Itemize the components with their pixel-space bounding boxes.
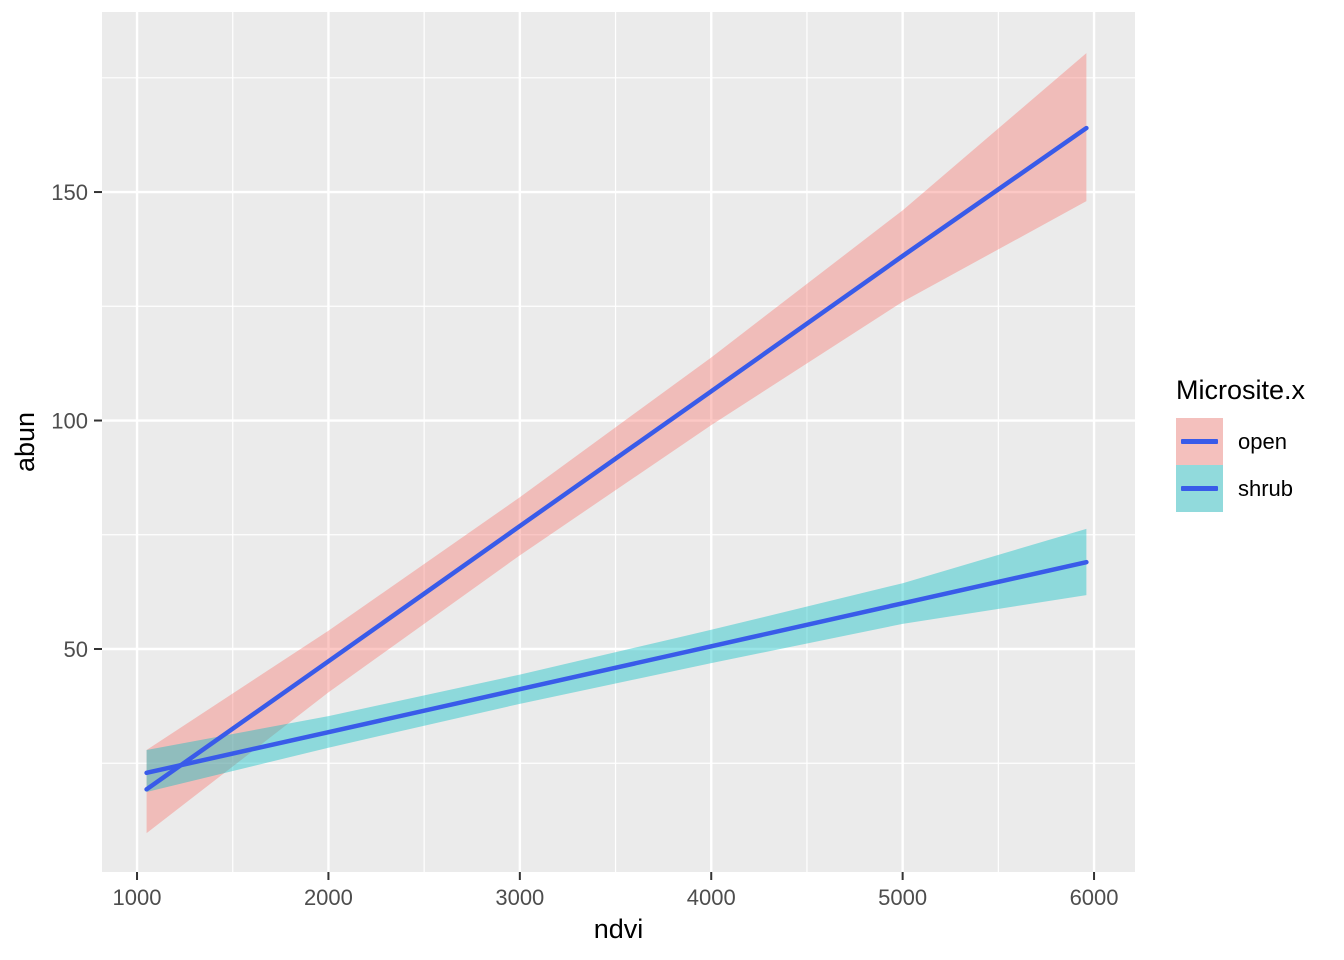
confidence-ribbon-open [146,53,1087,834]
legend-key-shrub-swatch [1176,465,1223,512]
x-axis-tick-label: 5000 [878,885,927,910]
legend-label-shrub: shrub [1238,476,1294,501]
legend-entry-shrub: shrub [1176,465,1305,512]
y-axis-tick-label: 150 [51,180,88,205]
legend-key-open-line-icon [1181,439,1218,444]
legend-key-shrub-line-icon [1181,486,1218,491]
x-axis-title: ndvi [594,914,644,944]
legend-label-open: open [1238,429,1287,454]
smooth-line-shrub [144,559,1089,776]
x-axis-tick-label: 1000 [113,885,162,910]
y-axis-tick-label: 50 [64,637,88,662]
confidence-ribbon-shrub [146,528,1087,793]
legend-entry-open: open [1176,418,1305,465]
y-axis-title: abun [10,412,40,472]
x-axis-tick-label: 3000 [495,885,544,910]
legend: Microsite.x open shrub [1176,374,1305,512]
x-axis-tick-label: 2000 [304,885,353,910]
x-axis-tick-label: 6000 [1070,885,1119,910]
smooth-line-open [144,125,1089,792]
legend-key-open-swatch [1176,418,1223,465]
y-axis-tick-label: 100 [51,409,88,434]
panel-background [102,12,1135,872]
x-axis-tick-label: 4000 [687,885,736,910]
legend-title: Microsite.x [1176,375,1306,405]
